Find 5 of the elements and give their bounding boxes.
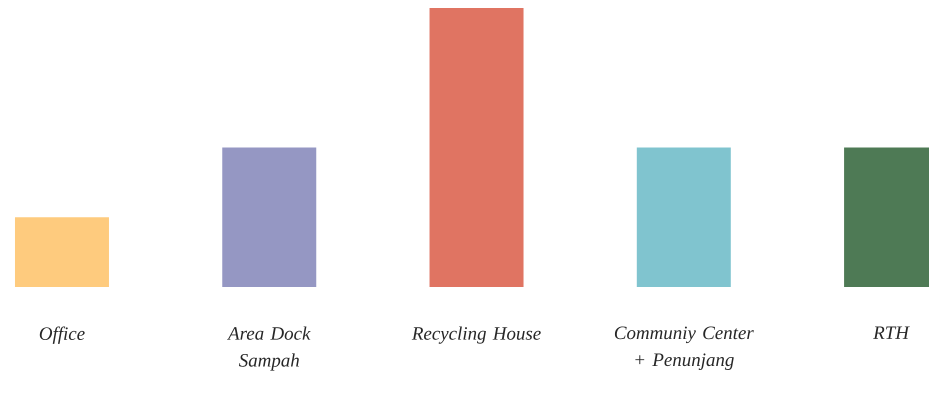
x-tick-label: Recycling House <box>412 326 541 344</box>
x-tick-label: Office <box>40 326 85 344</box>
x-tick-label: Area Dock Sampah <box>227 326 311 371</box>
x-tick-label: RTH <box>873 326 910 339</box>
x-tick-label: Communiy Center + Penunjang <box>614 326 754 370</box>
